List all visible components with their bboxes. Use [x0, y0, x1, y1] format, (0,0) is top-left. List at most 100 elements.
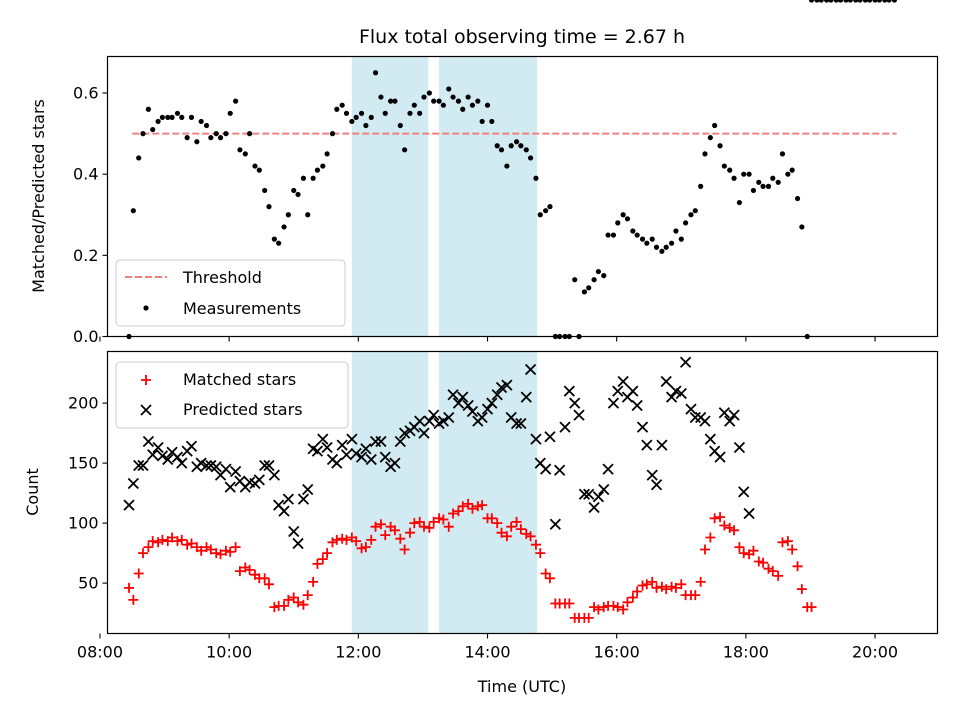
matched-stars-point [215, 549, 226, 560]
matched-stars-point [690, 590, 701, 601]
legend-predicted-swatch [140, 404, 152, 416]
legend-measurements-label: Measurements [183, 299, 301, 318]
y-tick-label: 50 [78, 574, 98, 593]
measurement-point [494, 143, 500, 149]
matched-stars-point [492, 518, 503, 529]
predicted-stars-point [297, 493, 310, 505]
predicted-stars-point [224, 481, 236, 493]
measurement-point [305, 212, 311, 218]
measurement-point [320, 163, 326, 169]
matched-stars-point [457, 501, 468, 512]
predicted-stars-point [133, 459, 145, 472]
measurement-point [291, 187, 297, 194]
measurement-point [543, 208, 549, 214]
measurement-point [198, 118, 204, 125]
matched-stars-point [360, 542, 371, 553]
matched-stars-point [612, 602, 623, 613]
predicted-stars-point [447, 389, 459, 401]
predicted-stars-point [210, 461, 222, 473]
measurement-point [853, 0, 859, 3]
predicted-stars-point [636, 421, 649, 433]
predicted-stars-point [428, 409, 440, 421]
predicted-stars-point [200, 459, 213, 472]
measurement-point [363, 122, 369, 129]
measurement-point [624, 216, 631, 222]
matched-stars-point [670, 582, 681, 593]
predicted-stars-point [259, 459, 271, 472]
measurement-point [833, 0, 839, 3]
matched-stars-point [434, 513, 445, 524]
matched-stars-point [618, 604, 629, 615]
measurement-point [513, 139, 520, 145]
matched-stars-point [395, 533, 406, 544]
measurement-point [295, 191, 301, 198]
predicted-stars-point [466, 405, 479, 418]
measurement-point [334, 106, 340, 112]
predicted-stars-point [123, 499, 135, 511]
measurement-point [247, 131, 253, 137]
matched-stars-point [205, 544, 216, 555]
matched-stars-point [715, 512, 726, 523]
measurement-point [136, 155, 142, 161]
predicted-stars-point [462, 399, 474, 412]
measurement-point [460, 106, 466, 112]
measurement-point [527, 155, 534, 161]
measurement-point [252, 163, 258, 169]
matched-stars-point [438, 514, 449, 525]
predicted-stars-point [646, 469, 658, 481]
measurement-point [843, 0, 849, 3]
predicted-stars-point [641, 439, 653, 451]
predicted-stars-point [602, 463, 614, 475]
measurement-point [203, 122, 210, 129]
legend-predicted-label: Predicted stars [183, 400, 303, 419]
measurement-point [698, 183, 704, 189]
measurement-point [392, 98, 398, 104]
matched-stars-point [370, 521, 381, 532]
x-tick-label: 12:00 [335, 643, 381, 662]
matched-stars-point [724, 522, 735, 533]
matched-stars-point [656, 581, 667, 592]
measurement-point [779, 151, 786, 157]
matched-stars-point [317, 554, 328, 565]
predicted-stars-point [738, 486, 750, 498]
predicted-stars-point [554, 464, 566, 476]
matched-stars-point [293, 597, 304, 608]
measurement-point [581, 289, 588, 295]
y-tick-label: 0.0 [73, 327, 98, 346]
x-tick-label: 10:00 [206, 643, 252, 662]
matched-stars-point [661, 584, 672, 595]
measurement-point [756, 179, 762, 185]
measurement-point [188, 114, 195, 120]
bottom-y-axis-label: Count [23, 468, 42, 516]
predicted-stars-point [171, 451, 184, 463]
y-tick-label: 0.6 [73, 84, 98, 103]
legend-matched-label: Matched stars [183, 370, 296, 389]
matched-stars-point [147, 536, 158, 547]
measurement-point [882, 0, 888, 3]
measurement-point [339, 102, 345, 108]
measurement-point [659, 248, 665, 254]
predicted-stars-point [176, 457, 188, 469]
predicted-stars-point [612, 385, 624, 397]
measurement-point [140, 131, 146, 137]
measurement-point [634, 232, 640, 238]
matched-stars-point [782, 536, 793, 547]
predicted-stars-point [486, 397, 498, 409]
measurement-point [479, 118, 485, 125]
predicted-stars-point [336, 439, 348, 451]
predicted-stars-point [127, 477, 139, 490]
predicted-stars-point [331, 457, 343, 469]
predicted-stars-point [321, 441, 333, 454]
matched-stars-point [167, 532, 178, 543]
predicted-stars-point [278, 505, 290, 517]
measurement-point [469, 102, 476, 108]
x-tick-label: 08:00 [77, 643, 123, 662]
predicted-stars-point [588, 501, 600, 514]
predicted-stars-point [302, 483, 314, 496]
predicted-stars-point [185, 440, 198, 452]
measurement-point [213, 131, 219, 137]
matched-stars-point [201, 542, 212, 553]
predicted-stars-point [530, 433, 542, 445]
measurement-point [402, 147, 408, 153]
